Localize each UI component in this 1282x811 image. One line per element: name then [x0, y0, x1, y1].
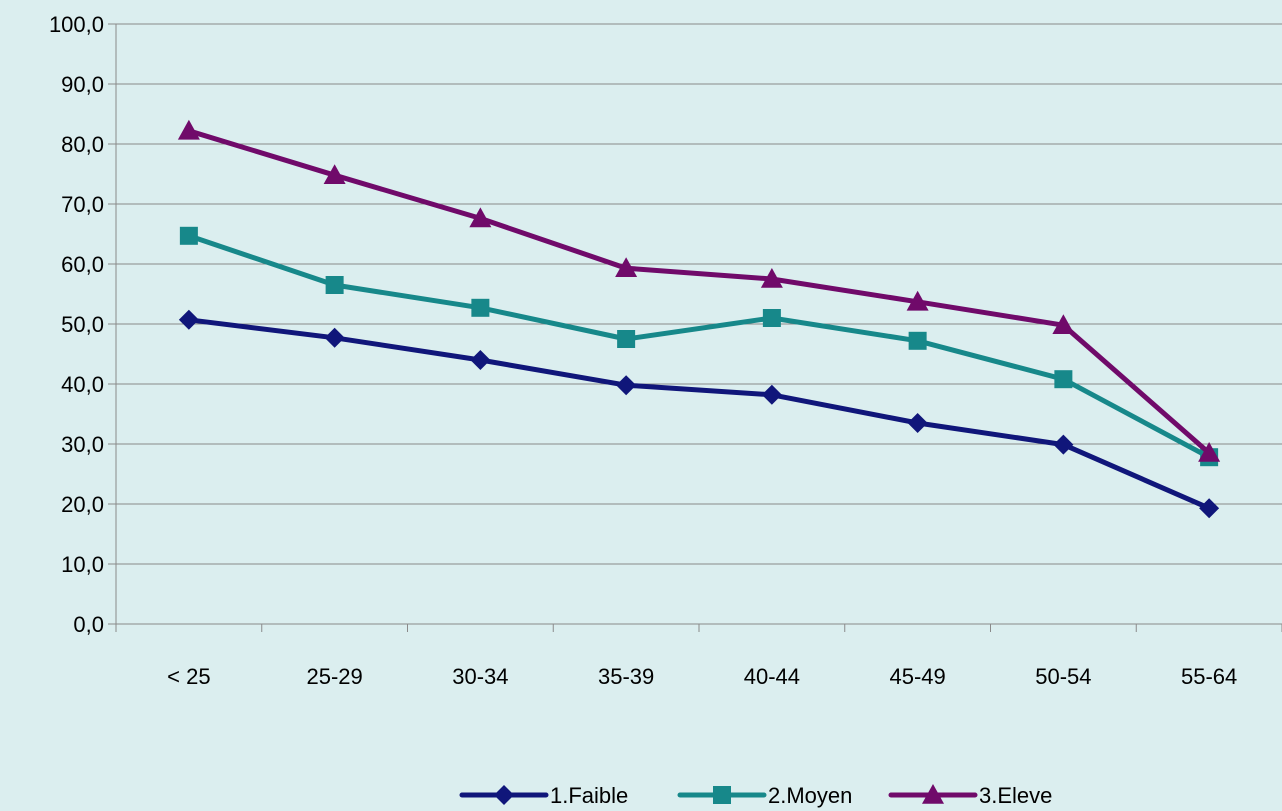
legend-item: 2.Moyen	[677, 783, 852, 808]
legend-marker	[494, 785, 514, 805]
y-tick-label: 50,0	[61, 312, 104, 337]
data-point	[760, 268, 783, 288]
y-tick-label: 70,0	[61, 192, 104, 217]
x-tick-label: 45-49	[889, 664, 945, 689]
data-point	[906, 290, 929, 311]
data-point	[761, 384, 782, 405]
y-tick-label: 40,0	[61, 372, 104, 397]
x-tick-labels: < 25 25-29 30-34 35-39 40-44 45-49 50-54 55-64	[167, 664, 1237, 689]
data-point	[177, 119, 200, 140]
data-point	[908, 331, 927, 350]
data-point	[1198, 442, 1221, 462]
legend-marker	[922, 784, 944, 804]
series-line	[188, 317, 1211, 511]
y-tick-labels: 0,0 10,0 20,0 30,0 40,0 50,0 60,0 70,0 80,0 90,0 1…	[49, 12, 104, 637]
data-point	[616, 375, 637, 396]
x-tick-label: 50-54	[1035, 664, 1091, 689]
data-point	[1053, 434, 1074, 455]
data-point	[178, 309, 199, 330]
legend-item: 1.Faible	[459, 783, 628, 808]
series-line	[188, 233, 1211, 460]
x-tick-label: 35-39	[598, 664, 654, 689]
axes	[108, 23, 1282, 632]
series-line	[188, 128, 1211, 455]
y-tick-label: 10,0	[61, 552, 104, 577]
data-point	[1054, 370, 1073, 389]
x-tick-label: 55-64	[1181, 664, 1237, 689]
legend: 1.Faible 2.Moyen 3.Eleve	[459, 783, 1052, 808]
data-point	[615, 257, 638, 277]
data-point	[907, 413, 928, 433]
series	[177, 119, 1221, 519]
data-point	[762, 309, 781, 327]
data-point	[469, 207, 492, 228]
y-tick-label: 60,0	[61, 252, 104, 277]
y-tick-label: 90,0	[61, 72, 104, 97]
legend-marker	[713, 786, 731, 804]
y-tick-label: 30,0	[61, 432, 104, 457]
data-point	[179, 226, 198, 245]
data-point	[324, 327, 345, 348]
series-3	[177, 119, 1221, 462]
y-tick-label: 20,0	[61, 492, 104, 517]
data-point	[323, 164, 346, 184]
y-tick-label: 80,0	[61, 132, 104, 157]
legend-label: 3.Eleve	[979, 783, 1052, 808]
x-tick-label: 25-29	[306, 664, 362, 689]
data-point	[617, 330, 636, 348]
x-tick-label: < 25	[167, 664, 210, 689]
legend-item: 3.Eleve	[888, 783, 1052, 808]
legend-label: 1.Faible	[550, 783, 628, 808]
y-tick-label: 0,0	[73, 612, 104, 637]
gridlines	[116, 23, 1282, 565]
legend-label: 2.Moyen	[768, 783, 852, 808]
x-tick-label: 30-34	[452, 664, 508, 689]
y-tick-label: 100,0	[49, 12, 104, 37]
data-point	[470, 350, 491, 370]
data-point	[325, 276, 344, 294]
x-tick-label: 40-44	[744, 664, 800, 689]
data-point	[1052, 314, 1075, 334]
data-point	[1199, 498, 1220, 519]
series-1	[178, 309, 1220, 519]
data-point	[471, 298, 490, 317]
